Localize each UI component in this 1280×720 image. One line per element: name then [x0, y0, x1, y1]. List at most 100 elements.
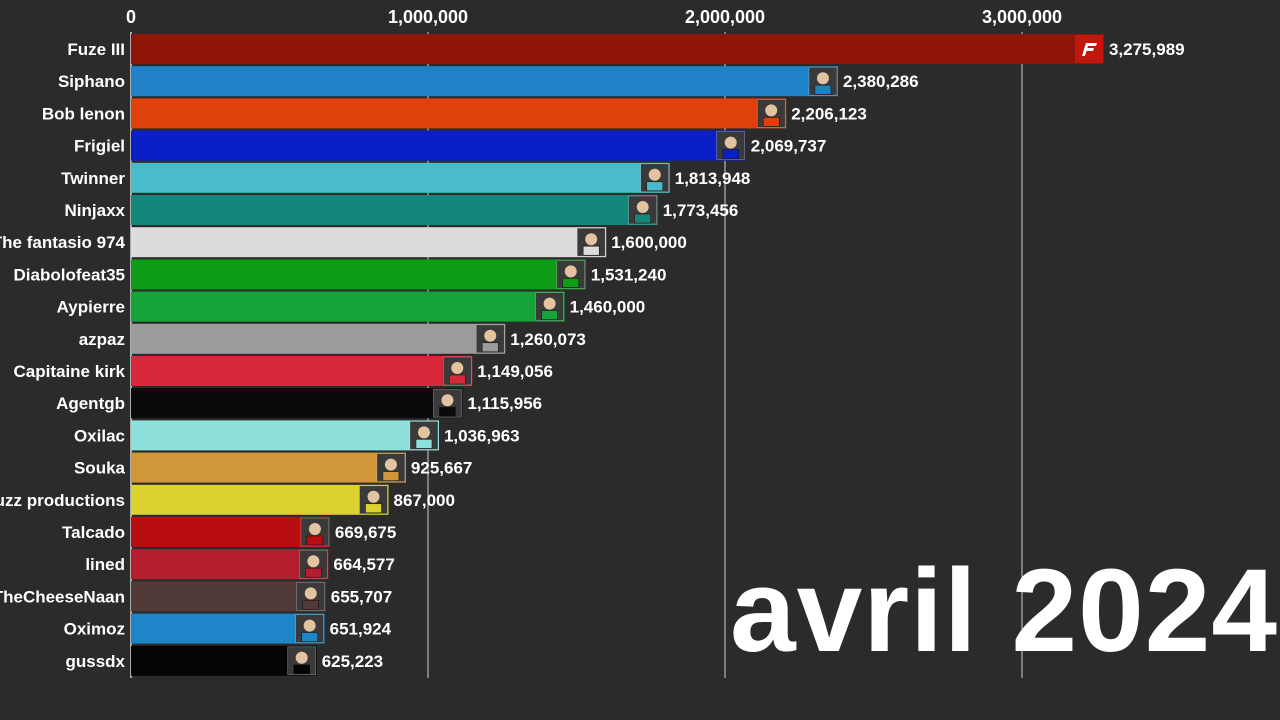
avatar-icon — [433, 388, 462, 418]
bar-row: Oxilac 1,036,963 — [74, 420, 520, 451]
bar — [131, 388, 463, 419]
bar-row: Capitaine kirk 1,149,056 — [14, 356, 553, 386]
value-label: 1,600,000 — [611, 233, 687, 252]
category-label: Fuze III — [67, 40, 125, 59]
bar — [131, 98, 787, 129]
value-label: 3,275,989 — [1109, 40, 1185, 59]
avatar-icon — [442, 356, 472, 386]
value-label: 2,069,737 — [751, 137, 827, 156]
value-label: 2,380,286 — [843, 72, 919, 91]
bar-row: Guzz productions 867,000 — [0, 484, 455, 515]
category-label: Ninjaxx — [65, 201, 126, 220]
bar — [131, 66, 838, 97]
bar — [131, 356, 473, 386]
avatar-icon — [376, 453, 406, 482]
bars: Fuze III 3,275,989 Siphano 2,380,286 Bob len… — [0, 34, 1185, 676]
value-label: 1,813,948 — [675, 169, 751, 188]
red-logo-icon — [1074, 35, 1103, 63]
bar-row: Agentgb 1,115,956 — [56, 388, 542, 419]
bar — [131, 613, 325, 644]
avatar-icon — [716, 131, 746, 160]
value-label: 1,036,963 — [444, 426, 520, 445]
avatar-icon — [299, 549, 328, 579]
bar — [131, 291, 565, 322]
value-label: 1,773,456 — [663, 201, 739, 220]
bar — [131, 323, 506, 354]
category-label: lined — [85, 555, 125, 574]
bar-row: The fantasio 974 1,600,000 — [0, 227, 687, 258]
value-label: 1,460,000 — [570, 298, 646, 317]
bar-row: Oximoz 651,924 — [64, 613, 392, 644]
avatar-icon — [295, 614, 324, 643]
bar-row: Ninjaxx 1,773,456 — [65, 195, 739, 225]
bar — [131, 227, 607, 258]
category-label: Twinner — [61, 169, 125, 188]
bar — [131, 259, 586, 290]
avatar-icon — [535, 292, 564, 321]
bar — [131, 484, 389, 515]
category-label: Siphano — [58, 72, 125, 91]
category-label: Oximoz — [64, 620, 125, 639]
x-axis-ticks: 0 1,000,000 2,000,000 3,000,000 — [126, 7, 1062, 27]
category-label: Capitaine kirk — [14, 362, 126, 381]
period-label: avril 2024 — [729, 545, 1278, 677]
bar — [131, 549, 329, 580]
value-label: 1,531,240 — [591, 265, 667, 284]
bar-row: Diabolofeat35 1,531,240 — [14, 259, 667, 290]
category-label: Frigiel — [74, 137, 125, 156]
avatar-icon — [640, 163, 670, 193]
bar-row: Talcado 669,675 — [62, 517, 396, 547]
category-label: Diabolofeat35 — [14, 265, 125, 284]
bar — [131, 452, 406, 483]
value-label: 625,223 — [322, 652, 383, 671]
bar-row: Siphano 2,380,286 — [58, 66, 919, 97]
bar — [131, 517, 330, 547]
avatar-icon — [296, 582, 326, 611]
bar-row: Souka 925,667 — [74, 452, 472, 483]
value-label: 1,149,056 — [477, 362, 553, 381]
category-label: azpaz — [79, 330, 125, 349]
bar — [131, 645, 317, 676]
x-tick-label: 2,000,000 — [685, 7, 765, 27]
bar — [131, 162, 670, 193]
avatar-icon — [409, 421, 439, 450]
category-label: Agentgb — [56, 394, 125, 413]
value-label: 1,260,073 — [510, 330, 586, 349]
bar-row: gussdx 625,223 — [65, 645, 383, 676]
x-tick-label: 3,000,000 — [982, 7, 1062, 27]
category-label: The fantasio 974 — [0, 233, 126, 252]
x-tick-label: 1,000,000 — [388, 7, 468, 27]
category-label: Talcado — [62, 523, 125, 542]
avatar-icon — [287, 646, 316, 676]
value-label: 664,577 — [333, 555, 394, 574]
value-label: 651,924 — [330, 620, 392, 639]
avatar-icon — [359, 485, 388, 515]
category-label: TheCheeseNaan — [0, 587, 125, 606]
value-label: 1,115,956 — [467, 394, 542, 413]
category-label: Souka — [74, 459, 126, 478]
value-label: 655,707 — [331, 587, 392, 606]
bar — [131, 420, 439, 451]
bar-row: Fuze III 3,275,989 — [67, 34, 1185, 64]
value-label: 867,000 — [393, 491, 454, 510]
category-label: Oxilac — [74, 426, 125, 445]
bar — [131, 581, 326, 612]
category-label: Aypierre — [57, 298, 125, 317]
bar-row: lined 664,577 — [85, 549, 395, 580]
bar-row: Bob lenon 2,206,123 — [42, 98, 867, 129]
bar-row: TheCheeseNaan 655,707 — [0, 581, 392, 612]
avatar-icon — [576, 227, 606, 257]
avatar-icon — [475, 324, 505, 354]
x-tick-label: 0 — [126, 7, 136, 27]
category-label: Bob lenon — [42, 104, 125, 123]
bar-row: Frigiel 2,069,737 — [74, 130, 827, 161]
bar — [131, 195, 658, 225]
avatar-icon — [756, 99, 786, 128]
value-label: 2,206,123 — [791, 104, 867, 123]
bar-row: Twinner 1,813,948 — [61, 162, 751, 193]
category-label: Guzz productions — [0, 491, 125, 510]
value-label: 669,675 — [335, 523, 396, 542]
bar-row: azpaz 1,260,073 — [79, 323, 586, 354]
